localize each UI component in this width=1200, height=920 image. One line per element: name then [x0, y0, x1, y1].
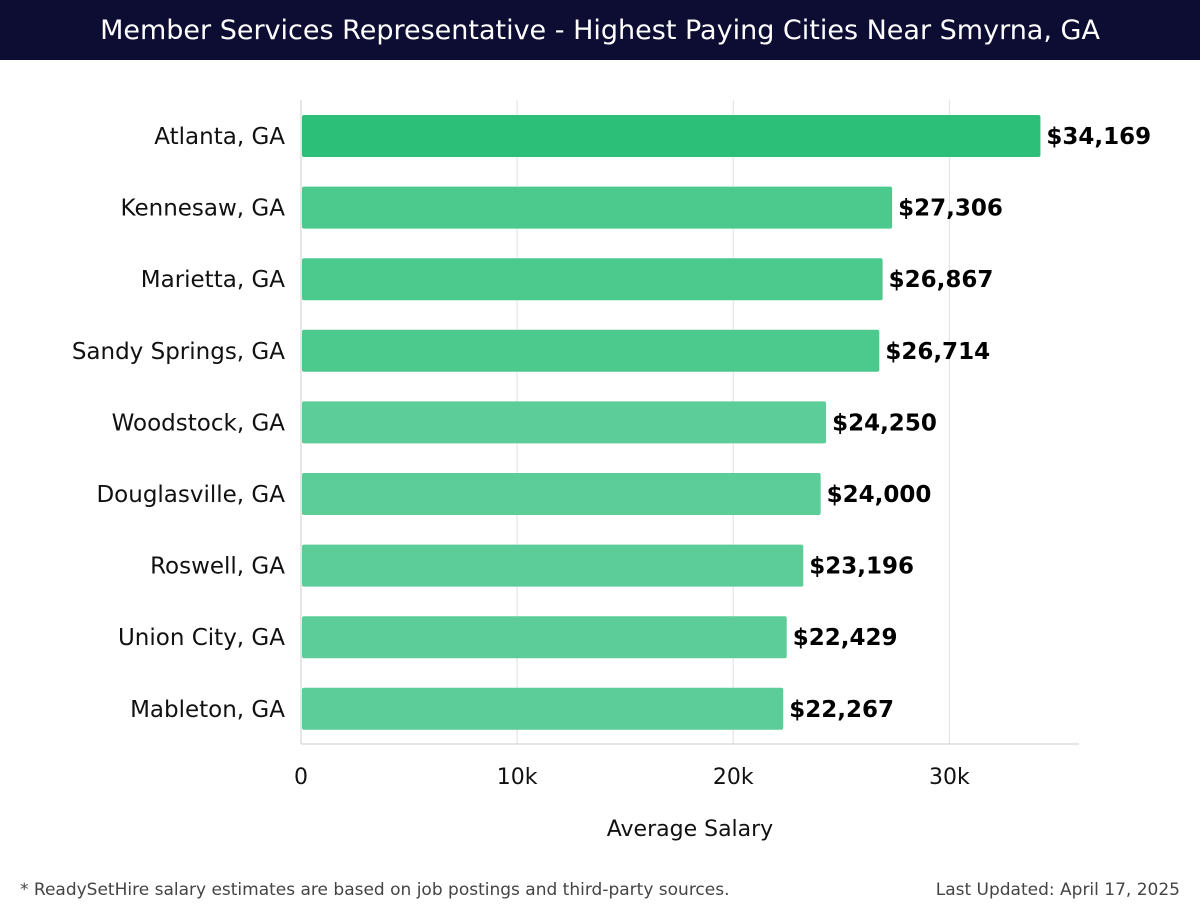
- category-label: Sandy Springs, GA: [72, 339, 285, 365]
- data-label: $23,196: [809, 554, 914, 580]
- x-tick-label: 0: [294, 765, 308, 790]
- bar: [302, 401, 827, 444]
- bar: [302, 544, 804, 587]
- category-label: Atlanta, GA: [154, 124, 285, 150]
- x-tick-label: 20k: [713, 765, 754, 790]
- bar-chart: 0 10k 20k 30k Atlanta, GA $34,169 Kennesaw, GA…: [72, 100, 1151, 842]
- category-label: Douglasville, GA: [96, 482, 285, 508]
- data-label: $24,250: [832, 410, 937, 436]
- data-label: $26,714: [885, 339, 990, 365]
- data-label: $27,306: [898, 196, 1003, 222]
- x-tick-label: 30k: [929, 765, 970, 790]
- data-label: $34,169: [1046, 124, 1151, 150]
- x-tick-label: 10k: [497, 765, 538, 790]
- bar: [302, 329, 880, 372]
- chart-title: Member Services Representative - Highest…: [0, 0, 1200, 60]
- data-label: $22,267: [789, 697, 894, 723]
- category-label: Marietta, GA: [141, 267, 286, 293]
- data-label: $26,867: [889, 267, 994, 293]
- data-label: $24,000: [827, 482, 932, 508]
- bar: [302, 473, 821, 515]
- data-label: $22,429: [793, 625, 898, 651]
- category-label: Union City, GA: [118, 625, 285, 651]
- last-updated: Last Updated: April 17, 2025: [935, 880, 1180, 900]
- bar: [302, 687, 784, 730]
- category-label: Kennesaw, GA: [121, 196, 286, 222]
- category-label: Woodstock, GA: [112, 410, 286, 436]
- footer-note: * ReadySetHire salary estimates are base…: [20, 880, 730, 900]
- bar: [302, 616, 787, 659]
- labels: 0 10k 20k 30k Atlanta, GA $34,169 Kennesaw, GA…: [72, 124, 1151, 790]
- bar: [302, 115, 1041, 157]
- category-label: Mableton, GA: [130, 697, 285, 723]
- bar: [302, 186, 893, 229]
- x-axis-title: Average Salary: [607, 817, 773, 842]
- bars: [302, 115, 1041, 730]
- category-label: Roswell, GA: [150, 554, 285, 580]
- bar: [302, 258, 883, 301]
